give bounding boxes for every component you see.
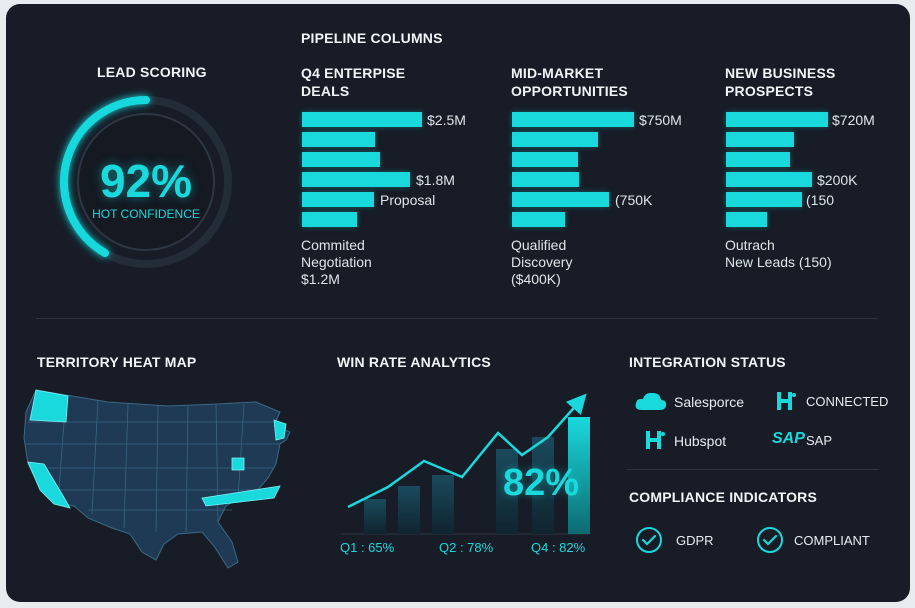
col3-bar-5 — [726, 192, 802, 207]
col3-bar-6 — [726, 212, 767, 227]
col2-bar-1 — [512, 112, 634, 127]
col2-note-3: ($400K) — [511, 271, 561, 287]
territory-washington — [29, 389, 69, 423]
col3-bar-4 — [726, 172, 812, 187]
col2-label-2: (750K — [615, 192, 653, 208]
lead-score-gauge — [60, 96, 232, 268]
col2-title-line1: MID-MARKET — [511, 65, 604, 81]
col2-label-1: $750M — [639, 112, 682, 128]
win-rate-title: WIN RATE ANALYTICS — [337, 354, 491, 370]
col2-note-1: Qualified — [511, 237, 567, 253]
win-rate-chart — [341, 393, 591, 535]
win-col-6 — [568, 417, 590, 534]
quarter-label-3: Q4 : 82% — [531, 540, 586, 555]
win-rate-value: 82% — [503, 462, 580, 504]
win-col-3 — [432, 475, 454, 534]
col1-bar-3 — [302, 152, 380, 167]
col3-label-3: (150 — [806, 192, 835, 208]
col1-bar-4 — [302, 172, 410, 187]
col1-label-3: Proposal — [380, 192, 436, 208]
col3-title-line1: NEW BUSINESS — [725, 65, 836, 81]
col1-label-2: $1.8M — [416, 172, 455, 188]
col1-title-line2: DEALS — [301, 83, 350, 99]
col3-bar-1 — [726, 112, 828, 127]
col2-title-line2: OPPORTUNITIES — [511, 83, 628, 99]
col3-title-line2: PROSPECTS — [725, 83, 814, 99]
hubspot-icon — [643, 429, 665, 451]
dashboard: LEAD SCORING 92% HOT CONFIDENCE PIPELINE… — [6, 4, 910, 602]
compliance-gdpr: GDPR — [676, 533, 714, 548]
lead-score-caption: HOT CONFIDENCE — [92, 207, 200, 221]
col2-bar-3 — [512, 152, 578, 167]
col1-note-2: Negotiation — [301, 254, 372, 270]
gauge-inner — [77, 113, 215, 251]
section-divider — [36, 318, 878, 319]
check-circle-icon — [635, 526, 663, 554]
win-col-2 — [398, 486, 420, 534]
us-map — [23, 389, 291, 569]
quarter-label-2: Q2 : 78% — [439, 540, 494, 555]
quarter-label-1: Q1 : 65% — [340, 540, 395, 555]
territory-tennessee — [201, 485, 281, 507]
integration-title: INTEGRATION STATUS — [629, 354, 786, 370]
win-col-1 — [364, 499, 386, 534]
col3-notes: Outrach New Leads (150) — [725, 237, 832, 271]
col3-bar-3 — [726, 152, 790, 167]
integration-divider — [627, 469, 879, 470]
lead-scoring-title: LEAD SCORING — [97, 64, 207, 80]
col3-label-2: $200K — [817, 172, 858, 188]
col2-notes: Qualified Discovery ($400K) — [511, 237, 572, 288]
lead-score-value: 92% — [99, 155, 193, 207]
col3-label-1: $720M — [832, 112, 875, 128]
col2-bar-6 — [512, 212, 565, 227]
pipeline-col2-title: MID-MARKET OPPORTUNITIES — [511, 64, 628, 100]
pipeline-col3-title: NEW BUSINESS PROSPECTS — [725, 64, 836, 100]
integration-hubspot: Hubspot — [674, 433, 727, 449]
check-circle-icon — [756, 526, 784, 554]
integration-sap: SAP — [806, 433, 833, 448]
col1-bar-5 — [302, 192, 374, 207]
col2-bar-4 — [512, 172, 579, 187]
hubspot-icon — [774, 390, 796, 412]
hot-territories — [27, 389, 287, 509]
territory-title: TERRITORY HEAT MAP — [37, 354, 197, 370]
col1-note-3: $1.2M — [301, 271, 340, 287]
col3-bar-2 — [726, 132, 794, 147]
col2-note-2: Discovery — [511, 254, 573, 270]
col2-bar-2 — [512, 132, 598, 147]
territory-california — [27, 461, 71, 509]
pipeline-title: PIPELINE COLUMNS — [301, 30, 443, 46]
win-col-4 — [496, 449, 518, 534]
territory-new-england — [273, 419, 287, 441]
col1-bar-2 — [302, 132, 375, 147]
compliance-compliant: COMPLIANT — [794, 533, 870, 548]
col1-notes: Commited Negotiation $1.2M — [301, 237, 372, 288]
pipeline-col1-title: Q4 ENTERPISE DEALS — [301, 64, 405, 100]
win-col-5 — [532, 437, 554, 534]
col1-bar-1 — [302, 112, 422, 127]
integration-connected: CONNECTED — [806, 394, 889, 409]
col1-label-1: $2.5M — [427, 112, 466, 128]
col1-note-1: Commited — [301, 237, 365, 253]
sap-logo: SAP — [772, 430, 805, 447]
compliance-title: COMPLIANCE INDICATORS — [629, 489, 818, 505]
col1-bar-6 — [302, 212, 357, 227]
col3-note-1: Outrach — [725, 237, 775, 253]
win-trend-line — [347, 393, 587, 509]
col1-title-line1: Q4 ENTERPISE — [301, 65, 406, 81]
cloud-icon — [634, 390, 668, 412]
state-borders — [26, 395, 280, 533]
col3-note-2: New Leads (150) — [725, 254, 832, 270]
territory-ohio — [231, 457, 245, 471]
col2-bar-5 — [512, 192, 609, 207]
integration-salesforce: Salesporce — [674, 394, 745, 410]
gauge-progress-arc — [60, 96, 150, 258]
